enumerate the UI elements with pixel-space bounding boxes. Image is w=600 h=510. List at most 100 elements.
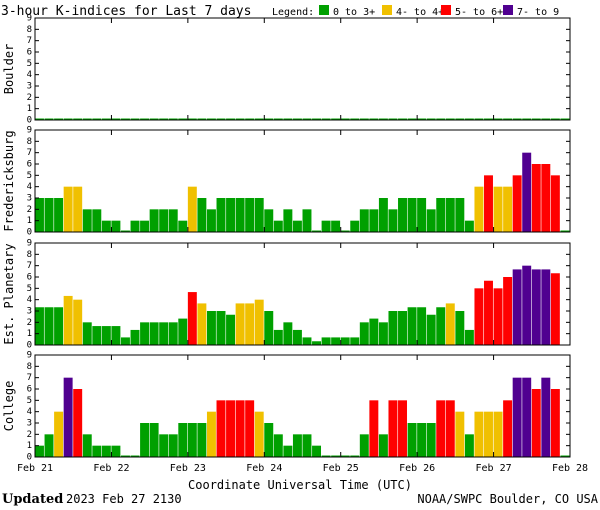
bar xyxy=(512,118,522,120)
bar xyxy=(493,118,503,120)
bar xyxy=(120,337,130,345)
bar xyxy=(455,411,465,457)
bar xyxy=(321,337,331,345)
bar xyxy=(245,303,255,345)
legend-swatch xyxy=(382,5,392,15)
y-axis-title: College xyxy=(2,381,16,432)
y-tick-label: 9 xyxy=(27,351,32,361)
bar xyxy=(149,118,159,120)
y-axis-title: Boulder xyxy=(2,44,16,95)
bar xyxy=(44,434,54,457)
bar xyxy=(302,434,312,457)
bar xyxy=(350,220,360,232)
bar xyxy=(54,411,64,457)
bar xyxy=(235,303,245,345)
bar xyxy=(464,220,474,232)
bar xyxy=(254,299,264,345)
bar xyxy=(512,377,522,457)
bar xyxy=(417,198,427,232)
bar xyxy=(436,198,446,232)
bar xyxy=(111,326,121,345)
legend-label: 0 to 3+ xyxy=(333,7,375,18)
bar xyxy=(264,423,274,457)
bar xyxy=(426,209,436,232)
legend-swatch xyxy=(319,5,329,15)
bar xyxy=(550,175,560,232)
bar xyxy=(321,455,331,457)
bar xyxy=(140,118,150,120)
bar xyxy=(417,423,427,457)
bar xyxy=(226,314,236,345)
y-tick-label: 0 xyxy=(27,116,32,126)
bar xyxy=(206,311,216,345)
bar xyxy=(130,118,140,120)
bar xyxy=(44,198,54,232)
bar xyxy=(54,198,64,232)
y-tick-label: 9 xyxy=(27,126,32,136)
bar xyxy=(111,220,121,232)
bar xyxy=(54,307,64,345)
y-tick-label: 1 xyxy=(27,104,32,114)
bar xyxy=(331,455,341,457)
bar xyxy=(35,445,44,457)
y-tick-label: 3 xyxy=(27,419,32,429)
bar xyxy=(407,198,417,232)
plot-frame xyxy=(34,129,571,233)
bar xyxy=(44,118,54,120)
bar xyxy=(235,118,245,120)
legend-swatch xyxy=(441,5,451,15)
bar xyxy=(474,411,484,457)
bar xyxy=(388,209,398,232)
bar xyxy=(168,434,178,457)
bar xyxy=(35,198,44,232)
y-tick-label: 9 xyxy=(27,14,32,24)
bar xyxy=(206,209,216,232)
bar xyxy=(35,307,44,345)
bar xyxy=(159,322,169,345)
footer-date: 2023 Feb 27 2130 xyxy=(66,492,182,506)
bar xyxy=(130,220,140,232)
bar xyxy=(436,400,446,457)
bar xyxy=(216,311,226,345)
bar xyxy=(187,292,197,345)
bar xyxy=(321,220,331,232)
y-tick-label: 4 xyxy=(27,407,32,417)
y-tick-label: 5 xyxy=(27,171,32,181)
bar xyxy=(464,118,474,120)
bar xyxy=(531,389,541,457)
footer-source: NOAA/SWPC Boulder, CO USA xyxy=(417,492,598,506)
bar xyxy=(292,329,302,345)
y-tick-label: 8 xyxy=(27,362,32,372)
x-tick-label: Feb 27 xyxy=(476,463,512,474)
bar xyxy=(92,445,102,457)
bar xyxy=(216,198,226,232)
bar xyxy=(445,118,455,120)
bar xyxy=(378,118,388,120)
bar xyxy=(187,186,197,232)
y-tick-label: 0 xyxy=(27,453,32,463)
bar xyxy=(111,445,121,457)
y-tick-label: 1 xyxy=(27,329,32,339)
bar xyxy=(369,318,379,345)
y-tick-label: 2 xyxy=(27,205,32,215)
bar xyxy=(149,423,159,457)
bar xyxy=(455,198,465,232)
bar xyxy=(120,118,130,120)
bar xyxy=(378,322,388,345)
bar xyxy=(149,209,159,232)
y-tick-label: 7 xyxy=(27,373,32,383)
bar xyxy=(73,299,83,345)
bar xyxy=(226,400,236,457)
bar xyxy=(292,220,302,232)
y-tick-label: 6 xyxy=(27,48,32,58)
bar xyxy=(560,455,570,457)
bar xyxy=(206,118,216,120)
bar xyxy=(321,118,331,120)
y-tick-label: 2 xyxy=(27,430,32,440)
bar xyxy=(550,273,560,345)
bar xyxy=(245,198,255,232)
y-tick-label: 0 xyxy=(27,341,32,351)
plot-frame xyxy=(34,354,571,458)
bar xyxy=(541,118,551,120)
bar xyxy=(168,322,178,345)
